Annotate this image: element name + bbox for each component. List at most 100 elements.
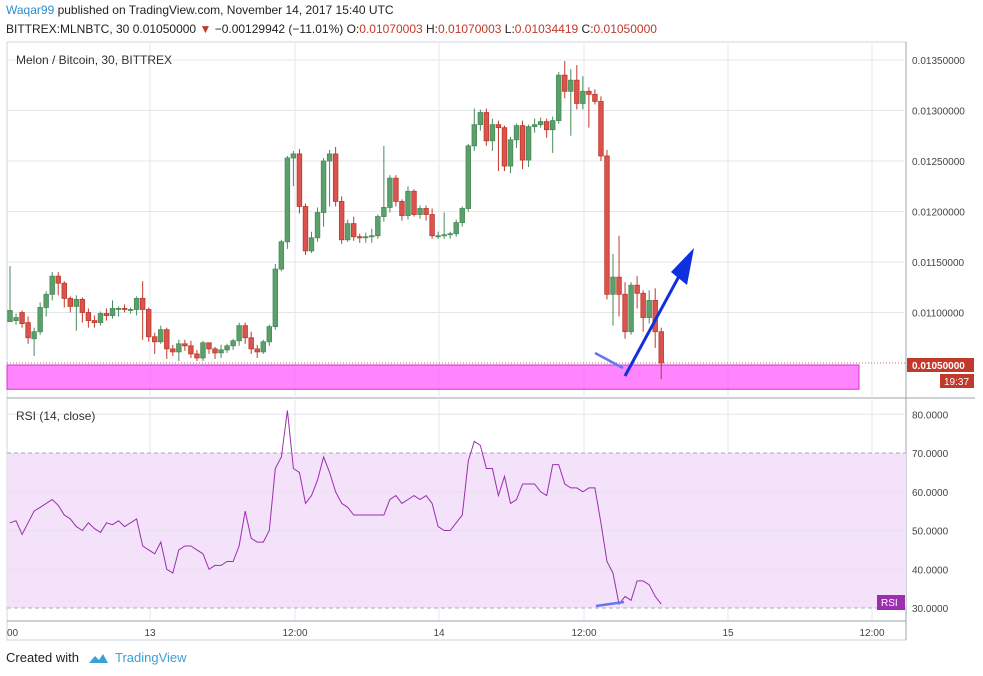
publish-info: published on TradingView.com, November 1… <box>54 3 394 17</box>
rsi-trend-line <box>595 600 625 608</box>
candle-body <box>405 190 411 216</box>
candle-body <box>25 322 31 339</box>
rsi-tick-label: 80.0000 <box>912 410 949 421</box>
candle-body <box>513 125 520 141</box>
candle-body <box>369 235 375 238</box>
rsi-badge <box>877 595 905 610</box>
candle-body <box>164 329 170 350</box>
candle-body <box>537 121 544 126</box>
candle-body <box>357 236 363 239</box>
candle-body <box>562 74 568 92</box>
candle-body <box>338 200 345 241</box>
candle-body <box>200 342 206 359</box>
time-tick-label: 15 <box>722 628 734 639</box>
candle-body <box>326 153 333 162</box>
rsi-tick-label: 60.0000 <box>912 488 949 499</box>
high-value: 0.01070003 <box>438 22 502 36</box>
candle-body <box>550 120 556 131</box>
candle-body <box>417 208 423 215</box>
candle-body <box>387 177 393 208</box>
candle-body <box>170 348 176 353</box>
candle-body <box>495 124 502 129</box>
candle-body <box>634 284 640 294</box>
support-zone <box>6 364 860 390</box>
candle-body <box>248 337 254 350</box>
candle-body <box>19 312 25 325</box>
projection-arrow <box>623 266 686 377</box>
candle-body <box>103 313 110 316</box>
candle-body <box>381 207 387 217</box>
candle-body <box>308 237 315 252</box>
candle-body <box>393 177 399 202</box>
candle-body <box>158 329 164 343</box>
rsi-series-line <box>9 410 662 606</box>
down-triangle-icon: ▼ <box>199 22 212 36</box>
candle-body <box>447 233 453 236</box>
candle-body <box>296 153 303 207</box>
candle-body <box>272 268 279 328</box>
candle-body <box>435 235 441 238</box>
rsi-badge-text: RSI <box>881 598 898 609</box>
tradingview-link[interactable]: TradingView <box>114 650 187 665</box>
candle-body <box>85 312 92 321</box>
candle-body <box>471 124 478 147</box>
candle-body <box>13 317 19 321</box>
candle-body <box>586 90 592 95</box>
candle-body <box>344 223 351 241</box>
candle-body <box>580 90 586 104</box>
chart-canvas[interactable]: 0.01350000 0.01300000 0.01250000 0.01200000… <box>0 0 983 645</box>
countdown-badge <box>940 374 974 388</box>
candle-body <box>236 325 242 342</box>
candle-body <box>598 101 604 157</box>
rsi-title: RSI (14, close) <box>16 409 95 423</box>
candle-body <box>115 308 122 310</box>
candle-body <box>79 298 86 313</box>
candle-body <box>188 345 194 355</box>
candle-body <box>284 157 291 243</box>
candle-body <box>37 307 43 333</box>
candle-body <box>459 208 465 224</box>
last-price: 0.01050000 <box>132 22 197 36</box>
rsi-tick-label: 30.0000 <box>912 604 949 615</box>
candle-body <box>127 309 134 311</box>
candle-body <box>531 124 538 128</box>
candle-body <box>423 208 429 215</box>
candle-body <box>658 331 664 364</box>
candle-body <box>206 342 212 350</box>
time-tick-label: 12:00 <box>571 628 596 639</box>
candle-body <box>525 126 532 161</box>
candle-body <box>218 349 224 354</box>
rsi-tick-label: 70.0000 <box>912 449 949 460</box>
candle-body <box>73 298 80 307</box>
candle-body <box>453 222 459 235</box>
candle-body <box>332 153 339 202</box>
candle-body <box>302 206 309 252</box>
candle-body <box>489 124 496 142</box>
candle-body <box>121 308 128 310</box>
time-tick-label: 13 <box>144 628 156 639</box>
candle-body <box>266 326 272 343</box>
close-label: C: <box>581 22 594 36</box>
time-tick-label: 12:00 <box>282 628 307 639</box>
author-link[interactable]: Waqar99 <box>6 3 55 17</box>
candle-body <box>646 299 652 318</box>
candle-body <box>592 93 598 102</box>
change-value: −0.00129942 (−11.01%) <box>214 22 344 36</box>
open-label: O: <box>346 22 360 36</box>
candle-body <box>375 216 381 237</box>
candle-body <box>43 293 49 308</box>
candle-body <box>351 223 357 238</box>
price-tick-label: 0.01300000 <box>912 107 965 118</box>
candle-body <box>61 282 67 299</box>
ohlc-line: BITTREX:MLNBTC, 30 0.01050000 ▼ −0.00129… <box>6 22 657 36</box>
candle-body <box>610 276 616 295</box>
candle-body <box>290 153 297 159</box>
open-value: 0.01070003 <box>359 22 423 36</box>
last-price-badge <box>907 358 974 372</box>
candle-body <box>133 297 140 310</box>
candle-body <box>212 348 218 354</box>
candle-body <box>568 79 574 92</box>
candle-body <box>483 112 490 142</box>
candle-body <box>429 214 435 237</box>
arrow-head-icon <box>671 248 694 285</box>
